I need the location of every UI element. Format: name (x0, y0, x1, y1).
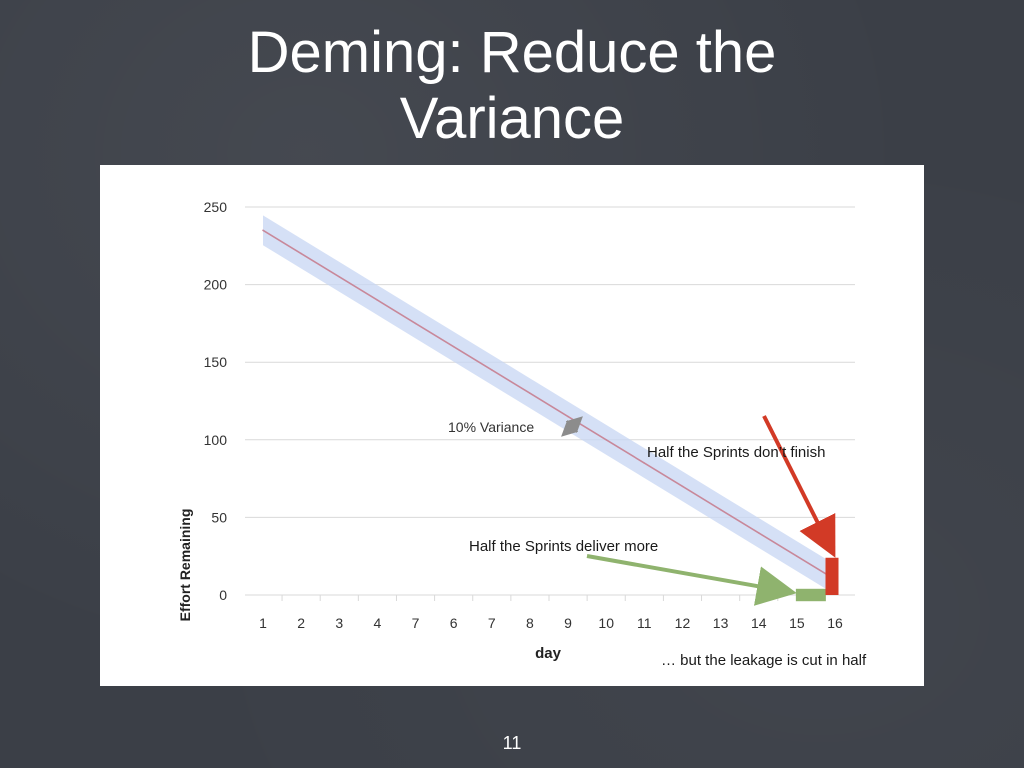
series-point (376, 299, 379, 301)
series-point (529, 392, 531, 395)
series-point (300, 252, 302, 255)
y-tick-label: 0 (219, 587, 227, 603)
x-tick-label: 7 (488, 615, 496, 631)
x-tick-label: 16 (827, 615, 843, 631)
y-tick-label: 150 (204, 354, 228, 370)
x-tick-label: 8 (526, 615, 534, 631)
slide-title-line-1: Deming: Reduce the (247, 20, 777, 85)
variance-double-arrow (561, 416, 583, 437)
y-tick-label: 200 (204, 277, 228, 293)
y-tick-label: 100 (204, 432, 228, 448)
series-point (491, 369, 493, 371)
slide-title-line-2: Variance (399, 86, 625, 151)
y-tick-labels: 0 50 100 150 200 250 (204, 199, 228, 603)
x-tick-label: 15 (789, 615, 805, 631)
series-point (452, 345, 455, 348)
series-point (757, 532, 760, 534)
series-point (414, 322, 417, 325)
x-tick-label: 3 (335, 615, 343, 631)
series-line-layer (262, 229, 836, 581)
series-point (338, 276, 341, 278)
bar-layer (795, 557, 839, 602)
x-tick-label: 12 (675, 615, 691, 631)
x-tick-label: 2 (297, 615, 305, 631)
series-point (262, 229, 264, 232)
x-tick-label: 1 (259, 615, 267, 631)
x-tick-label: 6 (450, 615, 458, 631)
x-tick-label: 10 (598, 615, 614, 631)
x-tick-label: 4 (374, 615, 382, 631)
slide-title: Deming: Reduce the Variance (0, 20, 1024, 152)
red-arrow (762, 415, 836, 558)
series-point (643, 462, 646, 464)
annotation-variance: 10% Variance (448, 419, 534, 435)
series-point (796, 555, 798, 557)
series-point (605, 439, 607, 441)
green-arrow (586, 554, 797, 606)
series-point (681, 485, 684, 488)
annotation-leakage: … but the leakage is cut in half (661, 652, 867, 669)
annotation-deliver-more: Half the Sprints deliver more (469, 538, 658, 555)
x-tick-label: 14 (751, 615, 767, 631)
x-tick-label: 13 (713, 615, 729, 631)
x-tick-label: 9 (564, 615, 572, 631)
series-line (262, 229, 836, 581)
y-tick-label: 50 (211, 509, 227, 525)
x-tick-label: 11 (637, 615, 652, 631)
y-axis-label: Effort Remaining (177, 509, 193, 622)
annotation-dont-finish: Half the Sprints don’t finish (647, 444, 825, 461)
bar-16 (825, 557, 839, 595)
series-point (719, 508, 722, 511)
x-axis-label: day (535, 645, 562, 662)
series-point (567, 415, 569, 418)
chart-panel: 0 50 100 150 200 250 1 2 3 4 7 6 7 8 9 10 11 12 13 14 15 16 … (100, 165, 924, 686)
bar-15 (795, 588, 826, 602)
y-tick-label: 250 (204, 199, 228, 215)
x-tick-labels: 1 2 3 4 7 6 7 8 9 10 11 12 13 14 15 16 (259, 615, 843, 631)
page-number: 11 (502, 733, 522, 753)
x-tick-label: 7 (412, 615, 420, 631)
